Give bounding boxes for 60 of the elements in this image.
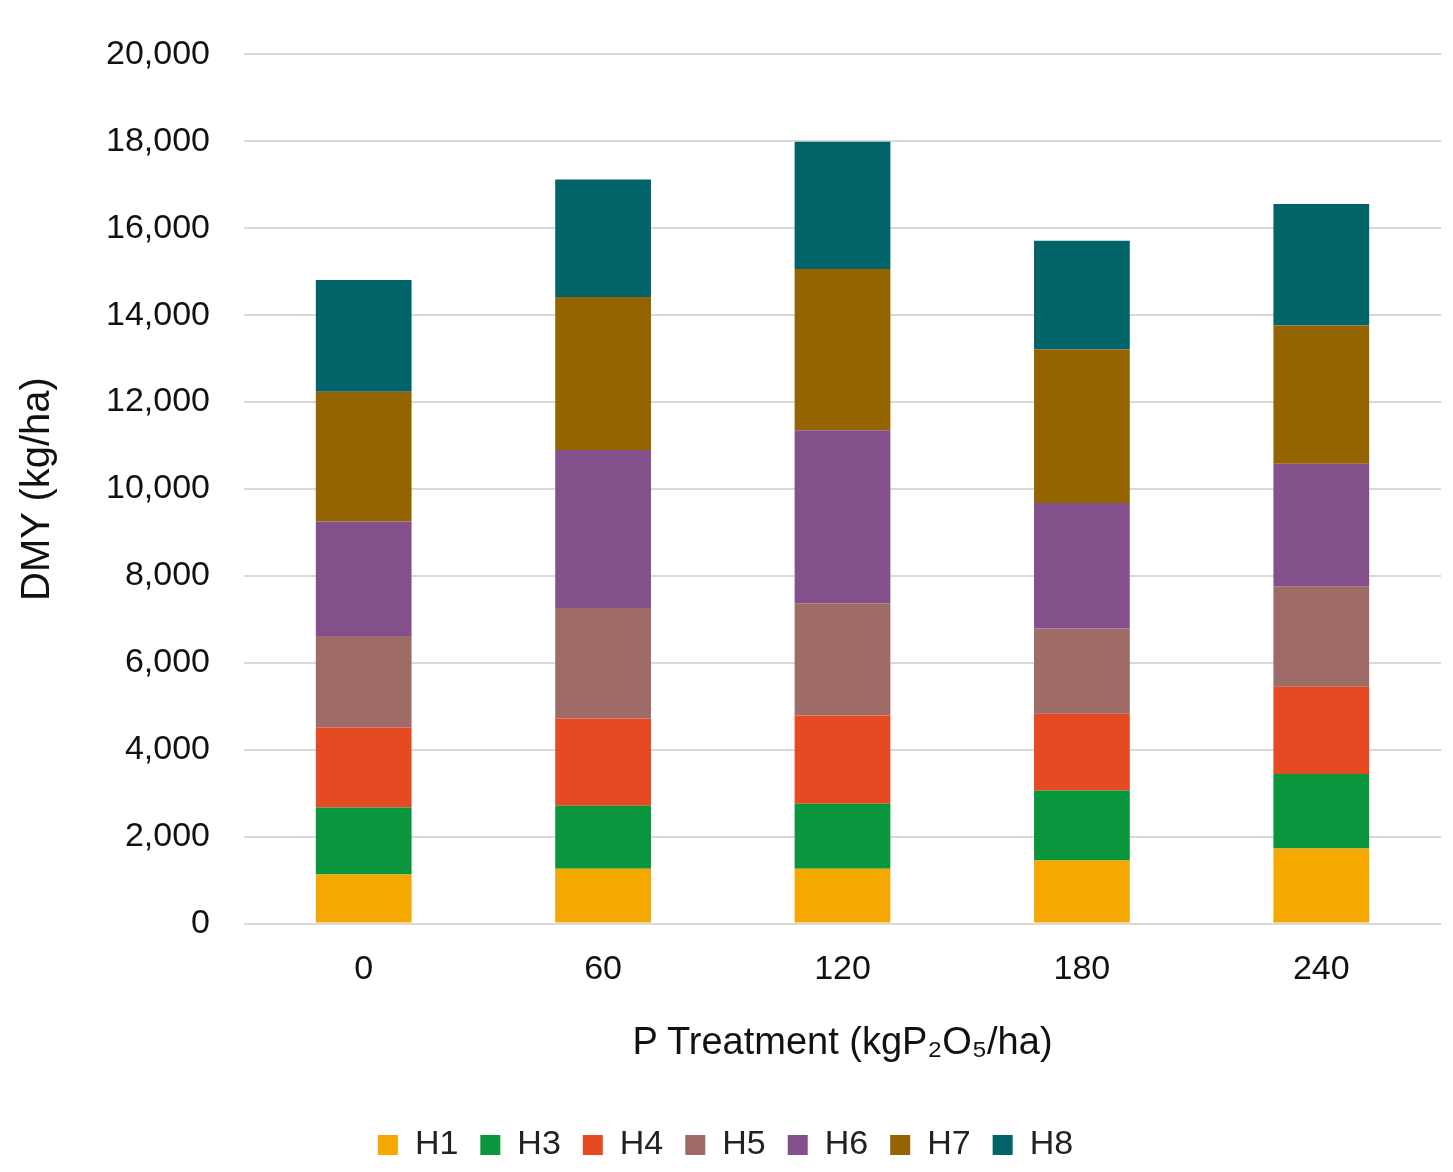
bar [315,874,412,923]
y-tick-label: 20,000 [105,32,210,71]
bar [315,521,412,636]
bar [1034,790,1130,861]
bar [794,269,891,431]
bar [1034,240,1130,350]
y-axis-title: DMY (kg/ha) [13,377,58,601]
bar [1273,325,1370,464]
bar [1034,860,1130,923]
bar [555,449,651,609]
bar [794,141,891,270]
y-tick-label: 0 [191,901,210,940]
bar [315,391,412,522]
bar [794,715,891,804]
x-axis-title: P Treatment (kgP₂O₅/ha) [632,1019,1053,1062]
x-tick-label: 120 [814,948,871,987]
x-tick-label: 240 [1292,948,1350,987]
y-tick-label: 4,000 [124,728,210,767]
bar [555,179,651,297]
bar [315,807,412,875]
bar [1034,713,1130,791]
bar [1273,463,1370,587]
bar [1273,774,1370,849]
y-tick-label: 8,000 [124,554,210,593]
bar [1273,586,1370,687]
bar [1273,848,1370,923]
bar [794,803,891,869]
legend-label: H4 [619,1123,664,1162]
legend-label: H3 [517,1123,561,1162]
bar [1034,628,1130,714]
bar [555,718,651,806]
bar [794,603,891,716]
y-tick-label: 2,000 [124,815,210,854]
x-tick-label: 60 [584,948,623,987]
y-tick-label: 18,000 [105,119,210,158]
y-tick-label: 16,000 [105,206,210,245]
y-tick-label: 6,000 [124,641,210,680]
bar [1034,349,1130,503]
x-tick-label: 0 [354,948,374,987]
legend-label: H8 [1029,1123,1074,1162]
bar [315,635,412,728]
bar [1273,203,1370,326]
bar [794,430,891,604]
legend-label: H7 [927,1123,971,1162]
bar [555,296,651,450]
legend-label: H6 [824,1123,869,1162]
bar [1273,686,1370,775]
bar [315,727,412,808]
x-tick-label: 180 [1053,948,1111,987]
y-tick-label: 12,000 [105,380,210,419]
bar [1034,502,1130,629]
legend-label: H1 [414,1123,459,1162]
bar [794,868,891,923]
bar [315,279,412,392]
bar [555,805,651,869]
y-tick-label: 10,000 [105,467,210,506]
legend-label: H5 [722,1123,766,1162]
y-tick-label: 14,000 [105,293,210,332]
bar [555,608,651,719]
bar [555,868,651,923]
